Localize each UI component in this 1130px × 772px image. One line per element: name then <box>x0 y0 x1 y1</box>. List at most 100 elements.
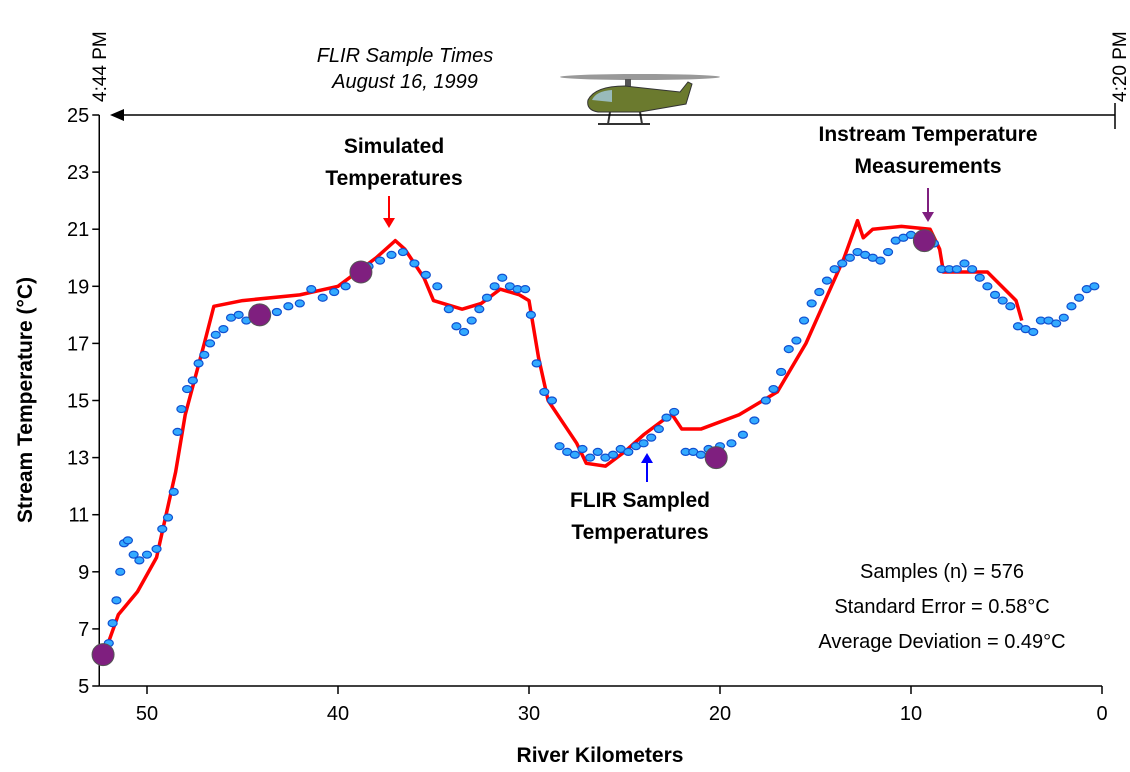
flir-point <box>738 431 747 438</box>
flir-point <box>884 249 893 256</box>
flir-point <box>647 434 656 441</box>
flir-point <box>341 283 350 290</box>
flir-point <box>410 260 419 267</box>
stats-text: Standard Error = 0.58°C <box>834 596 1049 618</box>
flir-point <box>578 446 587 453</box>
flir-point <box>807 300 816 307</box>
flir-point <box>540 388 549 395</box>
flir-point <box>272 308 281 315</box>
annotation: FLIR Sampled <box>570 489 710 512</box>
time-arrowhead <box>110 109 124 121</box>
flir-point <box>460 328 469 335</box>
x-axis-label: River Kilometers <box>517 744 684 767</box>
flir-point <box>1090 283 1099 290</box>
flir-point <box>143 551 152 558</box>
flir-point <box>183 386 192 393</box>
flir-point <box>555 443 564 450</box>
y-tick-label: 17 <box>67 333 89 355</box>
flir-point <box>570 451 579 458</box>
annotation-arrowhead <box>383 218 395 228</box>
flir-point <box>876 257 885 264</box>
instream-measurement <box>249 304 271 326</box>
flir-point <box>295 300 304 307</box>
flir-point <box>800 317 809 324</box>
flir-point <box>761 397 770 404</box>
flir-point <box>398 249 407 256</box>
flir-point <box>975 274 984 281</box>
flir-point <box>750 417 759 424</box>
flir-point <box>211 331 220 338</box>
chart-title: August 16, 1999 <box>331 71 478 93</box>
flir-point <box>318 294 327 301</box>
flir-point <box>169 488 178 495</box>
annotation-arrowhead <box>641 453 653 463</box>
flir-point <box>1006 303 1015 310</box>
flir-point <box>670 408 679 415</box>
flir-point <box>123 537 132 544</box>
flir-point <box>784 346 793 353</box>
flir-point <box>475 306 484 313</box>
time-label: 4:20 PM <box>1110 31 1130 102</box>
x-tick-label: 10 <box>900 703 922 725</box>
flir-point <box>769 386 778 393</box>
flir-point <box>547 397 556 404</box>
instream-measurement <box>705 447 727 469</box>
flir-point <box>433 283 442 290</box>
flir-point <box>838 260 847 267</box>
flir-point <box>421 271 430 278</box>
chart: 579111315171921232550403020100River Kilo… <box>0 0 1130 772</box>
flir-point <box>815 289 824 296</box>
y-tick-label: 25 <box>67 105 89 127</box>
y-tick-label: 21 <box>67 219 89 241</box>
flir-point <box>1067 303 1076 310</box>
flir-point <box>467 317 476 324</box>
helicopter-icon <box>560 74 720 124</box>
flir-point <box>219 326 228 333</box>
x-tick-label: 0 <box>1096 703 1107 725</box>
flir-point <box>173 428 182 435</box>
flir-point <box>662 414 671 421</box>
annotation: Simulated <box>344 135 444 158</box>
y-tick-label: 7 <box>78 619 89 641</box>
flir-point <box>593 448 602 455</box>
y-tick-label: 9 <box>78 562 89 584</box>
flir-point <box>376 257 385 264</box>
chart-title: FLIR Sample Times <box>317 45 494 67</box>
flir-point <box>822 277 831 284</box>
flir-point <box>991 291 1000 298</box>
flir-point <box>490 283 499 290</box>
flir-point <box>482 294 491 301</box>
flir-point <box>727 440 736 447</box>
y-tick-label: 5 <box>78 676 89 698</box>
flir-point <box>1052 320 1061 327</box>
flir-point <box>952 266 961 273</box>
y-tick-label: 15 <box>67 391 89 413</box>
flir-point <box>609 451 618 458</box>
y-tick-label: 19 <box>67 276 89 298</box>
flir-point <box>116 568 125 575</box>
flir-point <box>1075 294 1084 301</box>
stats-text: Average Deviation = 0.49°C <box>818 631 1065 653</box>
instream-measurement <box>350 261 372 283</box>
flir-point <box>1059 314 1068 321</box>
flir-point <box>206 340 215 347</box>
flir-point <box>452 323 461 330</box>
flir-point <box>998 297 1007 304</box>
y-tick-label: 23 <box>67 162 89 184</box>
flir-point <box>177 406 186 413</box>
flir-point <box>521 286 530 293</box>
instream-measurement <box>913 230 935 252</box>
flir-point <box>135 557 144 564</box>
flir-point <box>968 266 977 273</box>
time-label: 4:44 PM <box>90 31 111 102</box>
flir-point <box>532 360 541 367</box>
y-tick-label: 13 <box>67 448 89 470</box>
annotation: Temperatures <box>571 521 708 544</box>
flir-point <box>284 303 293 310</box>
flir-point <box>654 426 663 433</box>
flir-point <box>498 274 507 281</box>
x-tick-label: 20 <box>709 703 731 725</box>
flir-point <box>845 254 854 261</box>
flir-point <box>164 514 173 521</box>
instream-measurement <box>92 644 114 666</box>
